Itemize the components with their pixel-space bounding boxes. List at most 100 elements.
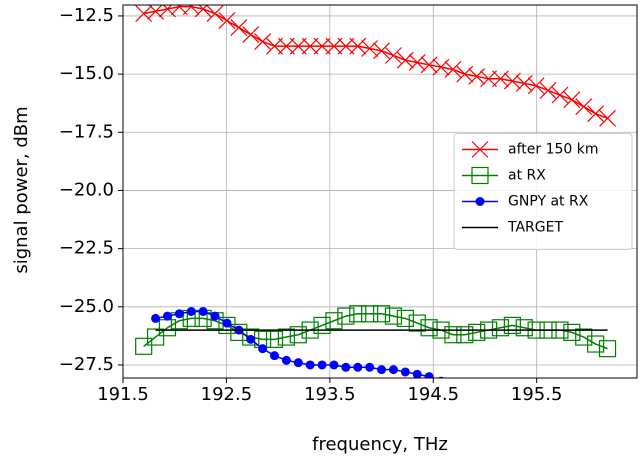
marker [206,5,224,23]
plot-frame [122,4,638,379]
marker [162,311,172,321]
y-tick-label: −15.0 [59,63,114,84]
marker [587,335,605,353]
marker [265,330,284,348]
marker [313,316,331,335]
marker [599,109,616,127]
marker [420,319,438,337]
marker [385,47,402,64]
x-tick-label: 191.5 [97,384,149,405]
marker [575,328,593,346]
marker [527,77,545,95]
marker [432,58,450,76]
marker [242,328,260,346]
marker [372,305,391,323]
marker [361,305,379,323]
marker [151,313,161,323]
marker [230,19,248,36]
marker [230,323,248,341]
marker [194,5,212,18]
marker [293,358,303,368]
marker [317,360,327,370]
marker [472,388,481,397]
marker [484,393,493,402]
x-tick-label: 195.5 [511,384,563,405]
plot-area [135,5,617,416]
marker [563,91,581,109]
marker [341,362,351,372]
marker [468,323,486,341]
marker [313,37,331,55]
series-line [143,313,608,350]
y-tick-label: −27.5 [59,354,114,375]
marker [159,5,176,18]
legend-marker [471,166,489,185]
y-axis-label: signal power, dBm [11,106,32,273]
marker [408,54,426,71]
marker [515,319,533,337]
marker [598,340,617,358]
marker [325,312,343,330]
legend-label: GNPY at RX [508,194,589,210]
marker [242,26,260,43]
marker [365,362,375,372]
marker [186,306,196,316]
marker [270,351,280,361]
marker [174,309,184,319]
legend-label: TARGET [507,220,563,236]
y-tick-label: −22.5 [59,238,114,259]
marker [254,33,272,50]
marker [135,337,153,355]
marker [388,365,398,375]
y-tick-label: −12.5 [59,5,114,26]
marker [492,70,509,88]
marker [337,37,355,55]
marker [258,344,268,354]
marker [444,326,462,344]
marker [277,328,296,346]
marker [544,407,553,416]
marker [277,37,295,55]
marker [480,70,498,88]
marker [424,372,434,378]
marker [146,328,165,346]
marker [515,74,533,92]
marker [301,37,319,55]
marker [210,311,220,321]
marker [246,334,256,344]
marker [420,56,438,74]
marker [460,386,469,395]
x-axis-label: frequency, THz [312,434,448,455]
marker [408,314,426,332]
marker [170,5,188,16]
marker [182,5,200,16]
marker [349,37,367,55]
y-tick-label: −20.0 [59,179,114,200]
marker [135,5,153,23]
marker [384,307,403,325]
marker [147,5,165,20]
marker [305,360,315,370]
legend: after 150 km at RX GNPY at RX TARGET [453,133,633,250]
marker [587,105,605,123]
legend-marker [475,197,485,206]
marker [222,318,232,328]
legend-label: at RX [508,168,546,184]
legend-label: after 150 km [508,142,599,158]
marker [400,367,410,377]
marker [349,305,367,323]
marker [551,86,569,104]
marker [396,309,414,328]
marker [281,355,291,365]
marker [218,316,236,335]
marker [289,326,307,344]
marker [198,306,208,316]
legend-box [453,133,633,250]
y-tick-label: −17.5 [59,121,114,142]
marker [532,405,541,414]
marker [218,12,236,30]
x-tick-label: 194.5 [407,384,459,405]
marker [412,369,422,378]
series-line [155,310,435,378]
